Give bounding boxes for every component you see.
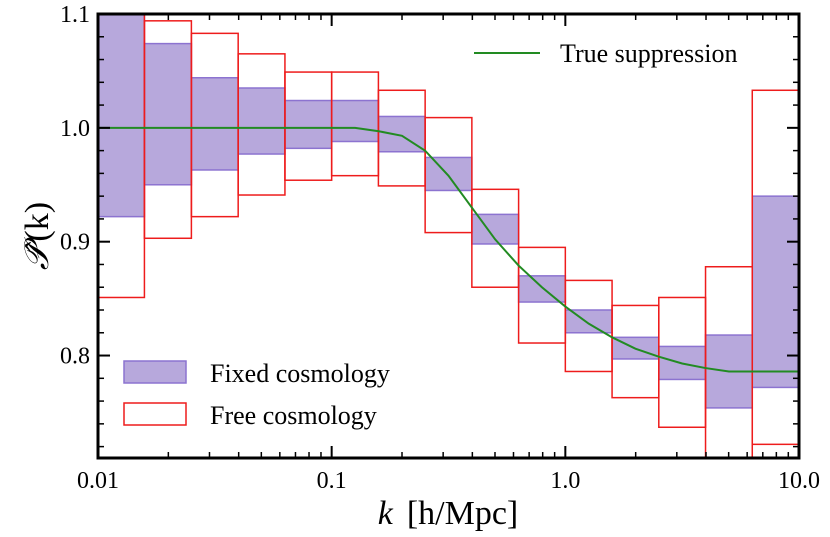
fixed-band-bin-3 — [190, 77, 239, 171]
legend-true-suppression-label: True suppression — [560, 39, 737, 68]
fixed-band-bin-11 — [564, 309, 613, 334]
x-axis-variable: k — [378, 495, 394, 532]
y-tick-label: 0.8 — [60, 344, 90, 370]
fixed-band-bin-2 — [143, 42, 193, 186]
legend: True suppression Fixed cosmology Free co… — [123, 39, 737, 430]
x-tick-label: 0.1 — [317, 468, 347, 494]
legend-free-cosmology-label: Free cosmology — [210, 401, 377, 430]
x-tick-label: 0.01 — [77, 468, 119, 494]
y-tick-label: 0.9 — [60, 230, 90, 256]
fixed-band-bin-5 — [284, 99, 333, 150]
x-tick-label: 1.0 — [550, 468, 580, 494]
fixed-band-bin-1 — [97, 13, 146, 218]
y-tick-label: 1.1 — [60, 2, 90, 28]
fixed-band-bin-6 — [330, 99, 380, 143]
axis-ticks — [97, 13, 800, 458]
legend-free-cosmology-swatch — [123, 402, 187, 426]
x-axis-units: [h/Mpc] — [407, 495, 518, 532]
free-band-bin-8 — [424, 116, 473, 234]
legend-fixed-cosmology-label: Fixed cosmology — [210, 359, 390, 388]
fixed-band-bin-8 — [424, 156, 473, 192]
plot-content — [97, 13, 800, 459]
fixed-band-bin-10 — [517, 275, 567, 303]
fixed-band-bin-4 — [237, 87, 286, 155]
y-tick-label: 1.0 — [60, 116, 90, 142]
free-band-bin-9 — [471, 188, 520, 288]
axis-tick-labels: 0.01 0.1 1.0 10.0 0.8 0.9 1.0 1.1 — [60, 2, 820, 494]
plot-frame — [96, 12, 801, 460]
y-axis-title: 𝒫̂(k) — [19, 202, 56, 270]
x-tick-label: 10.0 — [778, 468, 820, 494]
fixed-band-bin-15 — [751, 195, 800, 389]
legend-fixed-cosmology-swatch — [123, 360, 187, 384]
true-suppression-line — [98, 126, 799, 373]
y-axis-argument: (k) — [19, 202, 56, 242]
x-axis-title: k [h/Mpc] — [378, 495, 519, 532]
